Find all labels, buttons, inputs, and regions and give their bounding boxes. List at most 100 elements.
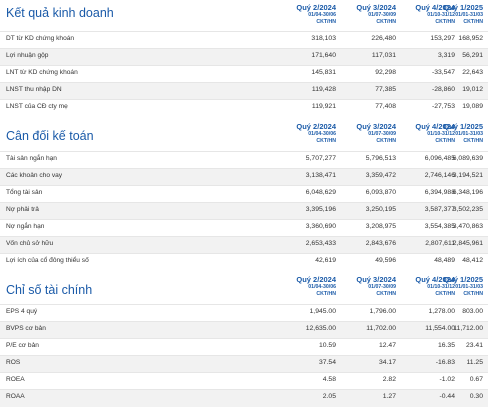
row-value: 1,945.00 [309,308,336,315]
row-value: 2,845,961 [452,240,483,247]
row-label: Nợ phải trả [6,206,39,213]
row-value: 3,250,195 [365,206,396,213]
row-value: 3,470,863 [452,223,483,230]
row-value: 153,297 [430,35,455,42]
row-value: 0.67 [469,376,483,383]
row-value: 6,096,485 [424,155,455,162]
column-header-q1-2025: Quý 1/2025 01/01-31/03 CKT/HN [443,3,483,25]
row-label: LNST thu nhập DN [6,86,62,93]
row-value: 11,554.00 [425,325,455,332]
table-row: Nợ ngắn hạn 3,360,690 3,208,975 3,554,38… [0,219,488,237]
row-value: 1,278.00 [428,308,455,315]
row-value: 34.17 [378,359,396,366]
row-value: -28,860 [431,86,455,93]
row-value: -16.83 [435,359,455,366]
row-value: 10.59 [318,342,336,349]
row-value: 119,428 [311,86,336,93]
column-header-q1-2025: Quý 1/2025 01/01-31/03 CKT/HN [443,122,483,144]
table-row: ROEA 4.58 2.82 -1.02 0.67 [0,372,488,390]
row-label: Vốn chủ sở hữu [6,240,54,247]
row-value: 2,843,676 [365,240,396,247]
row-value: 6,093,870 [365,189,396,196]
row-label: Các khoản cho vay [6,172,63,179]
column-header-q2-2024: Quý 2/2024 01/04-30/06 CKT/HN [296,275,336,297]
table-row: Tài sản ngắn hạn 5,707,277 5,796,513 6,0… [0,151,488,169]
row-value: 12,635.00 [305,325,336,332]
row-value: 11,702.00 [366,325,396,332]
row-value: 6,048,629 [305,189,336,196]
row-value: 11,712.00 [453,325,483,332]
row-value: 168,952 [458,35,483,42]
row-value: 3,359,472 [365,172,396,179]
row-value: 5,707,277 [305,155,336,162]
row-value: 3,208,975 [365,223,396,230]
row-label: LNST của CĐ cty mẹ [6,103,68,110]
section-title: Chỉ số tài chính [6,283,93,297]
row-label: ROEA [6,376,25,383]
row-value: -0.44 [439,393,456,400]
row-value: 49,596 [375,257,396,264]
row-label: Lợi ích của cổ đông thiểu số [6,257,89,264]
row-label: BVPS cơ bản [6,325,46,332]
row-value: 2,746,146 [424,172,455,179]
table-row: P/E cơ bản 10.59 12.47 16.35 23.41 [0,338,488,356]
row-value: 12.47 [378,342,396,349]
column-header-q4-2024: Quý 4/2024 01/10-31/12 CKT/HN [415,122,455,144]
row-value: 3,502,235 [452,206,483,213]
row-value: 48,489 [434,257,455,264]
row-value: 56,291 [462,52,483,59]
row-value: 4.58 [322,376,336,383]
row-label: Tổng tài sản [6,189,43,196]
row-value: 3,194,521 [452,172,483,179]
row-value: 2.82 [382,376,396,383]
row-value: 19,012 [462,86,483,93]
row-value: 22,643 [462,69,483,76]
row-value: 23.41 [465,342,483,349]
table-row: EPS 4 quý 1,945.00 1,796.00 1,278.00 803… [0,304,488,322]
table-row: Lợi ích của cổ đông thiểu số 42,619 49,5… [0,253,488,271]
section-title: Kết quả kinh doanh [6,6,114,20]
table-row: ROS 37.54 34.17 -16.83 11.25 [0,355,488,373]
row-value: 3,554,385 [424,223,455,230]
row-value: 3,587,377 [424,206,455,213]
row-label: ROAA [6,393,25,400]
row-value: 1,796.00 [369,308,396,315]
row-value: 2.05 [322,393,336,400]
table-row: ROAA 2.05 1.27 -0.44 0.30 [0,389,488,407]
row-value: 117,031 [371,52,396,59]
row-value: 119,921 [311,103,336,110]
row-value: 5,796,513 [365,155,396,162]
row-value: 226,480 [371,35,396,42]
row-label: Tài sản ngắn hạn [6,155,57,162]
row-value: 3,319 [437,52,455,59]
row-value: 37.54 [318,359,336,366]
row-value: 16.35 [437,342,455,349]
row-value: 0.30 [469,393,483,400]
row-value: 3,138,471 [305,172,336,179]
table-row: BVPS cơ bản 12,635.00 11,702.00 11,554.0… [0,321,488,339]
row-value: -33,547 [431,69,455,76]
section-title: Cân đối kế toán [6,129,94,143]
row-value: 42,619 [315,257,336,264]
row-value: 11.25 [466,359,483,366]
column-header-q2-2024: Quý 2/2024 01/04-30/06 CKT/HN [296,122,336,144]
row-value: 3,395,196 [305,206,336,213]
column-header-q2-2024: Quý 2/2024 01/04-30/06 CKT/HN [296,3,336,25]
row-value: 145,831 [311,69,336,76]
column-header-q1-2025: Quý 1/2025 01/01-31/03 CKT/HN [443,275,483,297]
table-row: Các khoản cho vay 3,138,471 3,359,472 2,… [0,168,488,186]
row-value: 171,640 [311,52,336,59]
column-header-q3-2024: Quý 3/2024 01/07-30/09 CKT/HN [356,122,396,144]
row-value: 1.27 [382,393,396,400]
row-label: P/E cơ bản [6,342,39,349]
column-header-q4-2024: Quý 4/2024 01/10-31/12 CKT/HN [415,3,455,25]
row-label: Nợ ngắn hạn [6,223,45,230]
table-row: DT từ KD chứng khoán 318,103 226,480 153… [0,31,488,49]
row-value: 2,807,611 [425,240,455,247]
table-row: Tổng tài sản 6,048,629 6,093,870 6,394,9… [0,185,488,203]
row-label: ROS [6,359,21,366]
row-value: 6,394,988 [424,189,455,196]
row-value: 3,360,690 [305,223,336,230]
column-header-q3-2024: Quý 3/2024 01/07-30/09 CKT/HN [356,275,396,297]
table-row: Vốn chủ sở hữu 2,653,433 2,843,676 2,807… [0,236,488,254]
